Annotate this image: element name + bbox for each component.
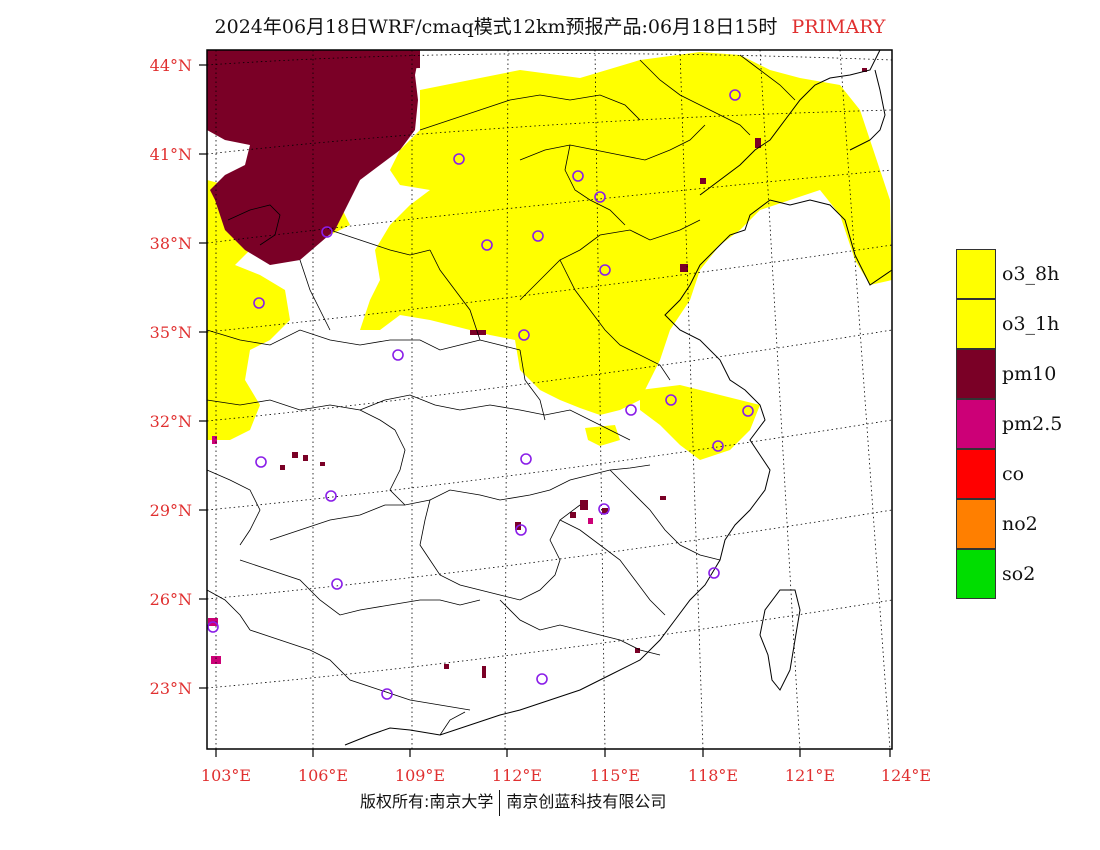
legend-label: co: [1002, 463, 1025, 485]
pm10-dot: [303, 455, 308, 461]
title-tag: PRIMARY: [791, 16, 886, 38]
pm10-dot: [482, 666, 486, 678]
station-marker: [712, 440, 724, 452]
station-marker: [207, 621, 219, 633]
copyright-footer: 版权所有:南京大学 南京创蓝科技有限公司: [360, 788, 666, 816]
pm10-dot: [570, 512, 576, 518]
lat-label: 32°N: [149, 412, 192, 431]
lat-label: 44°N: [149, 56, 192, 75]
lat-label: 29°N: [149, 501, 192, 520]
pm10-dot: [660, 496, 666, 500]
legend-label: pm2.5: [1002, 413, 1063, 435]
legend-label: pm10: [1002, 363, 1057, 385]
station-marker: [321, 226, 333, 238]
pm10-dot: [680, 264, 688, 272]
lon-label: 121°E: [784, 766, 836, 785]
pm25-dot: [211, 656, 221, 664]
map-border: [206, 49, 893, 750]
lat-label: 26°N: [149, 590, 192, 609]
station-marker: [594, 191, 606, 203]
lon-label: 112°E: [491, 766, 543, 785]
pm25-dot: [588, 518, 593, 524]
lon-label: 115°E: [589, 766, 641, 785]
legend-swatch: [956, 399, 996, 449]
pm10-dot: [602, 508, 608, 514]
korea-coast: [849, 69, 886, 151]
station-markers: [207, 89, 754, 700]
footer-left: 版权所有:南京大学: [360, 792, 494, 811]
lat-label: 35°N: [149, 323, 192, 342]
pm10-dot: [700, 178, 706, 184]
station-marker: [331, 578, 343, 590]
lon-label: 124°E: [880, 766, 932, 785]
pm10-dot: [444, 664, 449, 669]
pm10-dot: [280, 465, 285, 470]
lat-label: 23°N: [149, 679, 192, 698]
station-marker: [665, 394, 677, 406]
station-marker: [599, 264, 611, 276]
lon-label: 109°E: [394, 766, 446, 785]
axis-ticks: [199, 64, 891, 757]
o3-region-east: [640, 385, 760, 460]
station-marker: [381, 688, 393, 700]
lon-label: 103°E: [200, 766, 252, 785]
station-marker: [572, 170, 584, 182]
province-borders: [206, 54, 796, 736]
lat-label: 38°N: [149, 234, 192, 253]
station-marker: [520, 453, 532, 465]
footer-right: 南京创蓝科技有限公司: [506, 792, 667, 811]
map-title: 2024年06月18日WRF/cmaq模式12km预报产品:06月18日15时 P…: [0, 12, 1100, 39]
o3-region-northeast: [790, 80, 850, 165]
station-marker: [253, 297, 265, 309]
legend-label: o3_1h: [1002, 313, 1060, 335]
title-main: 2024年06月18日WRF/cmaq模式12km预报产品:06月18日15时: [214, 16, 778, 38]
station-marker: [515, 524, 527, 536]
legend-swatch: [956, 449, 996, 499]
footer-divider: [499, 789, 501, 816]
station-marker: [255, 456, 267, 468]
coastline-bohai: [699, 49, 881, 196]
pm10-dot: [320, 462, 325, 466]
legend-swatch: [956, 349, 996, 399]
legend-swatch: [956, 299, 996, 349]
coastline: [344, 199, 893, 746]
pm10-dot: [862, 68, 867, 72]
pm10-dot: [470, 330, 486, 335]
station-marker: [625, 404, 637, 416]
legend-swatch: [956, 249, 996, 299]
legend-swatch: [956, 549, 996, 599]
legend-label: so2: [1002, 563, 1036, 585]
lon-label: 118°E: [687, 766, 739, 785]
station-marker: [481, 239, 493, 251]
lat-label: 41°N: [149, 145, 192, 164]
pm10-region-northwest: [207, 50, 420, 265]
station-marker: [742, 405, 754, 417]
legend-label: no2: [1002, 513, 1038, 535]
pm10-region-layer: [207, 50, 867, 678]
pm10-dot: [580, 500, 588, 510]
station-marker: [392, 349, 404, 361]
lon-label: 106°E: [297, 766, 349, 785]
pm10-region-topstrip: [207, 50, 420, 85]
legend-swatch: [956, 499, 996, 549]
pm10-dot: [292, 452, 298, 458]
station-marker: [729, 89, 741, 101]
station-marker: [536, 673, 548, 685]
station-marker: [708, 567, 720, 579]
station-marker: [598, 503, 610, 515]
legend-label: o3_8h: [1002, 263, 1060, 285]
pm10-dot: [755, 138, 761, 148]
pm25-dot: [212, 436, 217, 444]
pm10-dot: [635, 648, 640, 653]
station-marker: [325, 490, 337, 502]
station-marker: [532, 230, 544, 242]
graticule: [206, 49, 893, 750]
station-marker: [518, 329, 530, 341]
station-marker: [453, 153, 465, 165]
taiwan-island: [759, 589, 801, 691]
coastline-layer: [344, 49, 893, 746]
o3-region-west: [207, 180, 290, 440]
